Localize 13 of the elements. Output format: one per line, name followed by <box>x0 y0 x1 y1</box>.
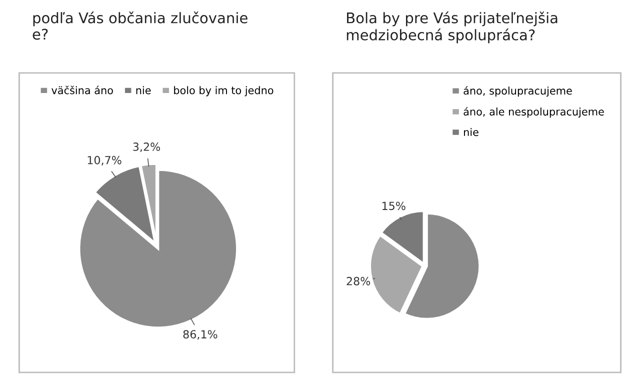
legend-label: väčšina áno <box>52 86 113 94</box>
data-label: 10,7% <box>88 156 122 166</box>
data-label: 15% <box>382 202 406 210</box>
legend-label: áno, spolupracujeme <box>464 86 572 97</box>
chart-title: podľa Vás občania zlučovanie e? <box>32 12 248 40</box>
chart-title: Bola by pre Vás prijateľnejšia medziobecná spolupráca? <box>346 12 558 44</box>
legend-label: nie <box>136 86 151 94</box>
legend-label: áno, ale nespolupracujeme <box>464 107 604 118</box>
legend-label: bolo by im to jedno <box>174 86 274 96</box>
legend-label: nie <box>464 128 478 136</box>
data-label: 86,1% <box>183 330 218 340</box>
data-label: 28% <box>346 276 370 286</box>
data-label: 3,2% <box>133 142 160 152</box>
